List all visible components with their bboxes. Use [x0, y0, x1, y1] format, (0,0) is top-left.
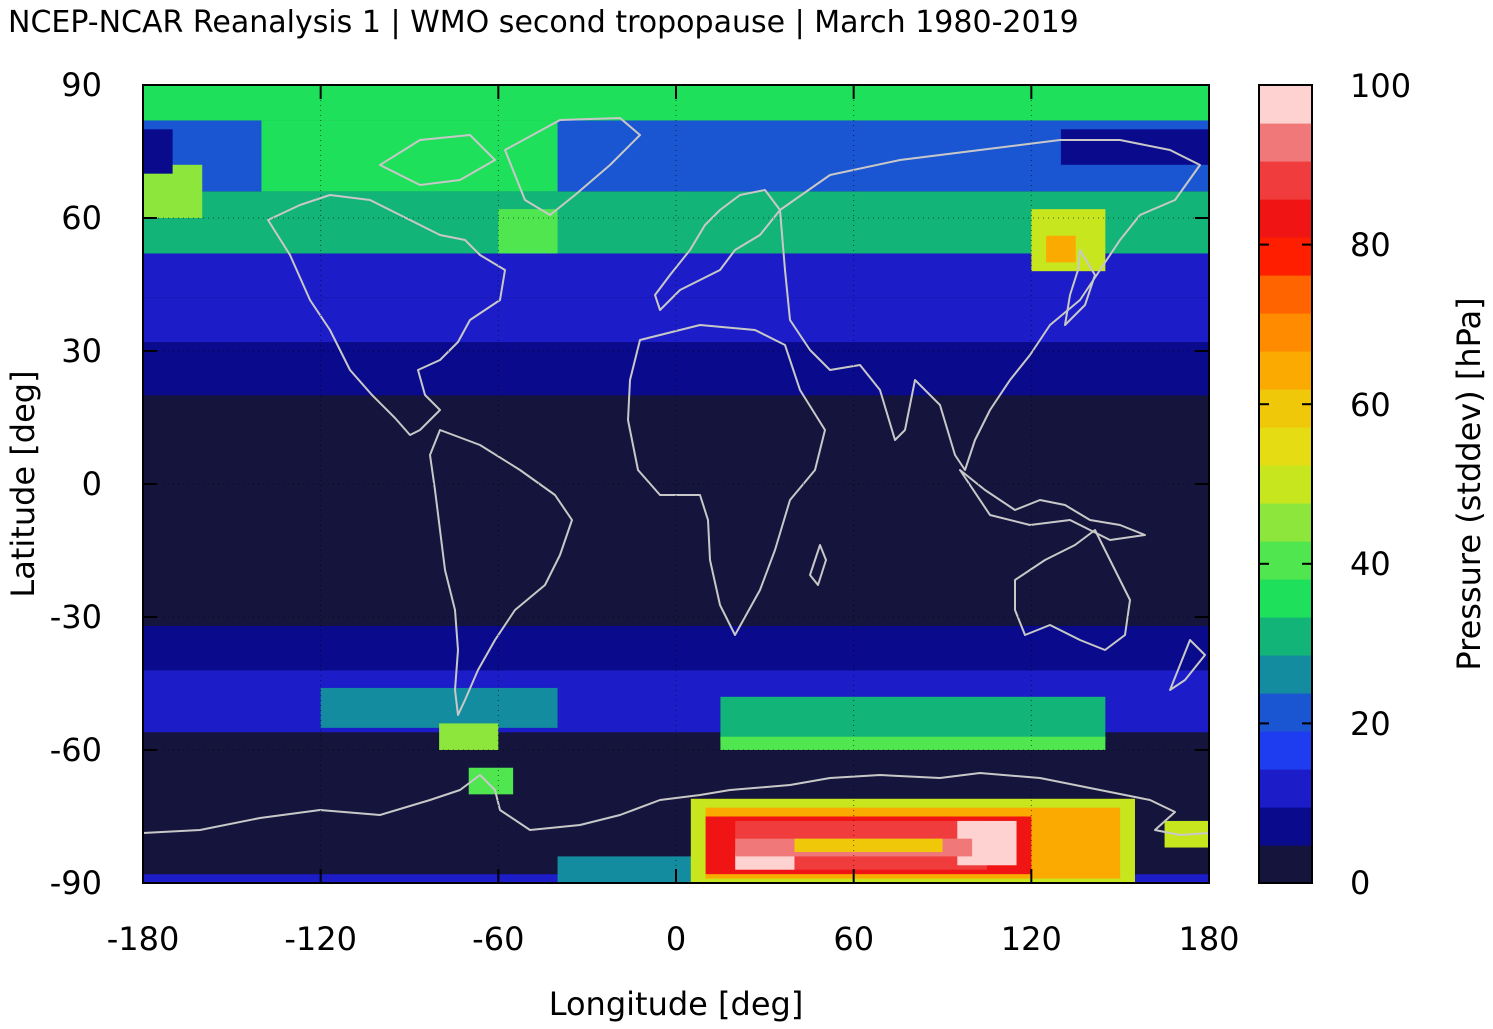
colorbar-level — [1259, 123, 1312, 162]
coastline-north-america — [267, 194, 506, 436]
y-tick-label: 30 — [61, 332, 102, 370]
coastline-maritime-continent — [959, 469, 1146, 541]
x-axis: -180 -120 -60 0 60 120 180 Longitude [de… — [107, 85, 1240, 1023]
coastline-south-america — [429, 429, 573, 716]
heatmap-cell — [143, 129, 173, 174]
coastline-arctic-islands — [379, 134, 496, 186]
x-tick-marks — [142, 85, 1210, 883]
colorbar-level — [1259, 389, 1312, 428]
heatmap-cell — [143, 625, 1209, 671]
y-tick-marks — [143, 84, 1209, 884]
x-tick-label: 120 — [1001, 920, 1062, 958]
colorbar-level — [1259, 617, 1312, 656]
heatmap-cell — [439, 723, 499, 750]
colorbar-tick-label: 100 — [1350, 67, 1411, 105]
colorbar-level — [1259, 503, 1312, 542]
heatmap-cell — [1060, 129, 1209, 165]
colorbar-level — [1259, 351, 1312, 390]
coastline-madagascar — [809, 544, 827, 586]
colorbar-level — [1259, 845, 1312, 884]
colorbar-level — [1259, 731, 1312, 770]
coastline-europe — [654, 189, 781, 311]
heatmap-cell — [1046, 235, 1076, 263]
heatmap-cell — [468, 767, 514, 795]
y-tick-label: -60 — [50, 731, 102, 769]
colorbar-tick-label: 60 — [1350, 386, 1391, 424]
y-tick-label: -90 — [50, 864, 102, 902]
x-axis-title: Longitude [deg] — [549, 985, 804, 1023]
y-tick-label: 90 — [61, 66, 102, 104]
colorbar-level — [1259, 655, 1312, 694]
coastline-antarctica — [142, 772, 1210, 836]
heatmap-cell — [720, 736, 1106, 750]
heatmap-cell — [794, 838, 943, 852]
gridlines — [143, 85, 1209, 883]
colorbar-level — [1259, 85, 1312, 124]
x-tick-label: 60 — [833, 920, 874, 958]
heatmap-cell — [143, 164, 203, 218]
colorbar-levels — [1259, 85, 1312, 884]
colorbar-level — [1259, 161, 1312, 200]
y-axis: -90 -60 -30 0 30 60 90 Latitude [deg] — [4, 66, 1209, 902]
colorbar-level — [1259, 313, 1312, 352]
colorbar: 0 20 40 60 80 100 Pressure (stddev) [hPa… — [1258, 67, 1488, 902]
plot-area — [142, 84, 1210, 884]
colorbar-level — [1259, 275, 1312, 314]
coastline-new-zealand — [1169, 639, 1206, 691]
x-tick-label: -180 — [107, 920, 180, 958]
colorbar-tick-label: 80 — [1350, 226, 1391, 264]
coastline-japan — [1064, 249, 1096, 326]
colorbar-level — [1259, 807, 1312, 846]
colorbar-frame — [1258, 84, 1313, 884]
x-tick-label: 0 — [666, 920, 686, 958]
colorbar-tick-label: 40 — [1350, 545, 1391, 583]
colorbar-level — [1259, 237, 1312, 276]
x-tick-label: 180 — [1178, 920, 1239, 958]
heatmap-cell — [720, 696, 1106, 742]
coastline-greenland — [504, 117, 641, 216]
x-tick-label: -60 — [472, 920, 524, 958]
colorbar-level — [1259, 769, 1312, 808]
colorbar-level — [1259, 541, 1312, 580]
colorbar-tick-marks — [1259, 84, 1312, 884]
coastline-australia — [1014, 529, 1131, 651]
y-axis-title: Latitude [deg] — [4, 370, 42, 597]
colorbar-level — [1259, 427, 1312, 466]
coastline-asia — [779, 139, 1201, 471]
colorbar-level — [1259, 465, 1312, 504]
heatmap-cell — [320, 687, 558, 728]
x-tick-label: -120 — [284, 920, 357, 958]
y-tick-label: 60 — [61, 199, 102, 237]
colorbar-level — [1259, 579, 1312, 618]
colorbar-level — [1259, 693, 1312, 732]
chart-title: NCEP-NCAR Reanalysis 1 | WMO second trop… — [8, 5, 1079, 40]
coastline-africa — [627, 324, 826, 636]
colorbar-tick-label: 20 — [1350, 705, 1391, 743]
colorbar-level — [1259, 199, 1312, 238]
colorbar-tick-label: 0 — [1350, 864, 1370, 902]
coastlines — [142, 117, 1210, 836]
colorbar-title: Pressure (stddev) [hPa] — [1450, 297, 1488, 670]
y-tick-label: 0 — [82, 465, 102, 503]
y-tick-label: -30 — [50, 598, 102, 636]
heatmap-cell — [498, 209, 558, 254]
